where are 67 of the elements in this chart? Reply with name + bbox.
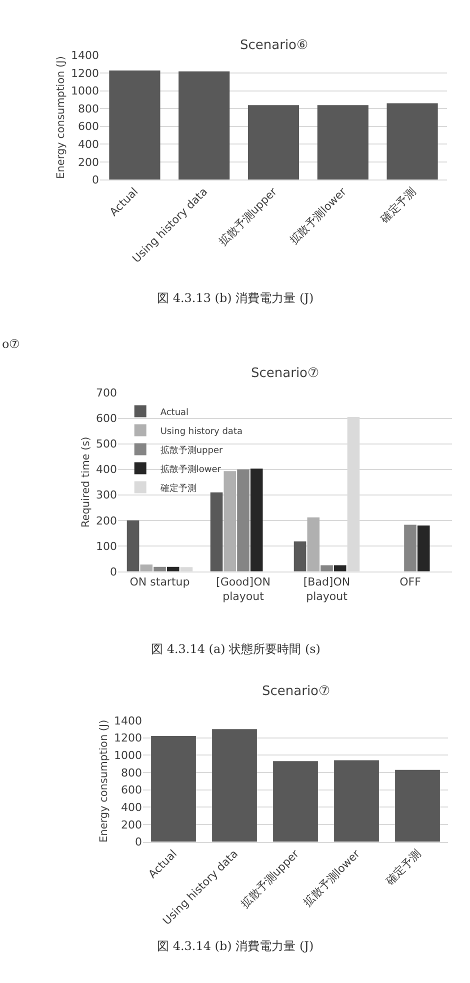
- x-tick-label: 確定予測: [377, 185, 418, 226]
- y-tick-label: 1400: [114, 714, 142, 728]
- legend-label: 確定予測: [159, 482, 196, 494]
- y-tick-label: 0: [92, 174, 99, 187]
- chart-title: Scenario⑥: [240, 38, 308, 53]
- y-axis-title: Energy consumption (J): [98, 720, 110, 842]
- bar: [140, 564, 153, 572]
- y-tick-label: 400: [121, 800, 142, 814]
- legend-label: 拡散予測upper: [160, 444, 224, 456]
- y-tick-label: 800: [78, 102, 99, 116]
- chart-title: Scenario⑦: [262, 684, 330, 699]
- y-axis-title: Required time (s): [80, 436, 92, 528]
- bar: [307, 517, 320, 572]
- y-tick-label: 1000: [71, 84, 99, 98]
- x-tick-label: ON startup: [130, 576, 190, 589]
- legend-label: Using history data: [160, 426, 243, 437]
- bar: [210, 492, 223, 572]
- caption: 図 4.3.14 (a) 状態所要時間 (s): [151, 642, 320, 656]
- caption: 図 4.3.14 (b) 消費電力量 (J): [157, 939, 314, 953]
- y-axis-title: Energy consumption (J): [54, 56, 67, 179]
- bar: [320, 565, 333, 572]
- y-tick-label: 600: [121, 784, 142, 797]
- text: o⑦: [2, 337, 20, 351]
- y-tick-label: 800: [121, 766, 142, 780]
- x-tick-label: OFF: [400, 576, 421, 589]
- legend-label: 拡散予測lower: [160, 464, 222, 475]
- x-tick-label: [Good]ON playout: [216, 576, 270, 603]
- bar: [386, 103, 438, 180]
- y-tick-label: 200: [121, 818, 142, 832]
- bar: [212, 729, 257, 842]
- y-tick-label: 1400: [71, 49, 99, 62]
- x-tick-label: [Bad]ON playout: [303, 576, 350, 603]
- bar: [224, 471, 236, 572]
- x-tick-label: 確定予測: [382, 847, 424, 888]
- bar: [395, 770, 440, 842]
- y-tick-label: 700: [96, 386, 117, 400]
- bar: [334, 565, 346, 572]
- bar: [404, 524, 416, 572]
- bar: [109, 70, 160, 180]
- bar: [151, 736, 196, 842]
- y-tick-label: 1000: [114, 748, 142, 762]
- y-tick-label: 600: [78, 120, 99, 134]
- bar: [126, 520, 140, 572]
- bar: [334, 760, 379, 842]
- bar: [417, 525, 430, 572]
- y-tick-label: 1200: [114, 732, 142, 745]
- y-tick-label: 600: [96, 412, 117, 426]
- bar: [178, 71, 230, 180]
- legend-label: Actual: [160, 408, 189, 418]
- y-tick-label: 200: [78, 156, 99, 169]
- caption: 図 4.3.13 (b) 消費電力量 (J): [157, 291, 314, 305]
- bar: [273, 761, 318, 842]
- y-tick-label: 1200: [71, 66, 99, 80]
- y-tick-label: 0: [110, 565, 117, 578]
- y-tick-label: 200: [96, 514, 117, 528]
- y-tick-label: 300: [96, 488, 117, 502]
- chart-title: Scenario⑦: [251, 366, 320, 381]
- y-tick-label: 500: [96, 438, 117, 451]
- y-tick-label: 100: [96, 540, 117, 553]
- bar: [317, 105, 368, 180]
- bar: [250, 468, 263, 572]
- y-tick-label: 400: [78, 138, 99, 151]
- y-tick-label: 400: [96, 463, 117, 476]
- y-tick-label: 0: [135, 836, 142, 849]
- bar: [294, 541, 306, 572]
- bar: [248, 105, 300, 180]
- bar: [237, 469, 250, 572]
